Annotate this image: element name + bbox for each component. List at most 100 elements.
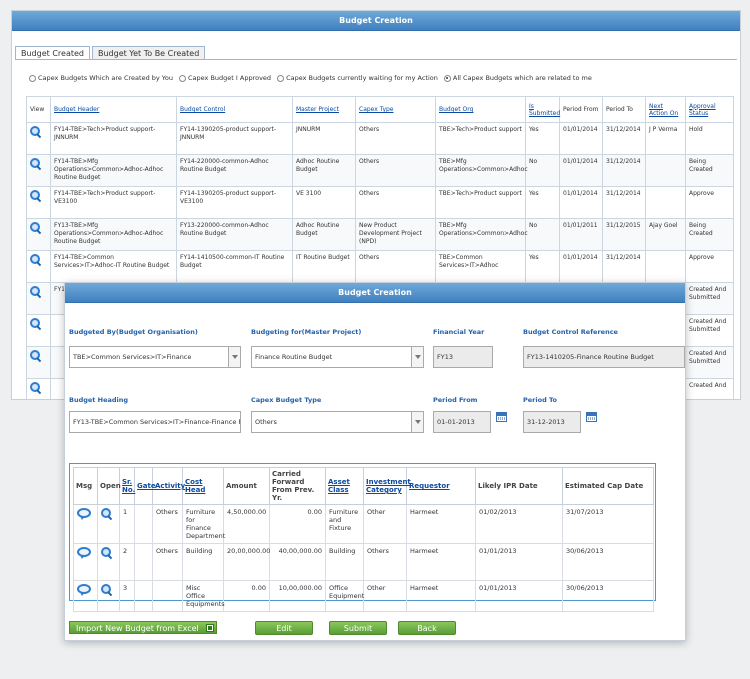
magnifier-icon[interactable] [30,318,42,330]
open-cell [97,543,120,581]
magnifier-icon[interactable] [30,126,42,138]
message-icon[interactable] [77,584,91,596]
requestor-cell: Harmeet [406,543,476,581]
tab-divider [15,59,737,60]
column-header[interactable]: Capex Type [355,96,436,123]
msg-cell [73,504,98,544]
column-header[interactable]: Next Action On [645,96,686,123]
chevron-down-icon[interactable] [411,412,423,432]
amount-cell: 0.00 [223,580,270,612]
period-from-label: Period From [433,396,478,404]
column-header[interactable]: Budget Org [435,96,526,123]
column-header[interactable]: Approval Status [685,96,734,123]
tab-budget-yet-to-be-created[interactable]: Budget Yet To Be Created [91,46,206,60]
cost-head-cell: Building [182,543,224,581]
column-header[interactable]: Sr. No. [119,467,135,505]
filter-created-by-you[interactable]: Capex Budgets Which are Created by You [29,74,173,82]
period-to-field[interactable]: 31-12-2013 [523,411,581,433]
grid-row: 1 Others Furniture for Finance Department 4… [73,504,654,544]
capex-type-cell: New Product Development Project (NPD) [355,218,436,251]
table-row: FY14-TBE>Mfg Operations>Common>Adhoc-Adh… [26,154,734,187]
budgeted-by-label: Budgeted By(Budget Organisation) [69,328,198,336]
edit-button[interactable]: Edit [255,621,313,635]
column-header[interactable]: Cost Head [182,467,224,505]
radio-button[interactable] [179,74,186,82]
capex-type-select[interactable]: Others [251,411,424,433]
chevron-down-icon[interactable] [228,347,240,367]
next-action-cell: Ajay Goel [645,218,686,251]
magnifier-icon[interactable] [30,190,42,202]
table-row: FY14-TBE>Tech>Product support-JNNURM FY14… [26,122,734,155]
column-header[interactable]: Investment Category [363,467,411,505]
column-header[interactable]: Gate [134,467,156,505]
radio-button[interactable] [29,74,36,82]
approval-status-cell: Created And Submitted [685,282,734,315]
magnifier-icon[interactable] [30,382,42,394]
budget-heading-input[interactable]: FY13-TBE>Common Services>IT>Finance-Fina… [69,411,241,433]
column-header[interactable]: Activity [152,467,185,505]
message-icon[interactable] [77,547,91,559]
investment-category-cell: Other [363,504,407,544]
magnifier-icon[interactable] [30,254,42,266]
magnifier-icon[interactable] [101,547,113,559]
radio-button[interactable] [277,74,285,82]
asset-class-cell: Furniture and Fixture [325,504,364,544]
message-icon[interactable] [77,508,91,520]
period-from-field[interactable]: 01-01-2013 [433,411,491,433]
column-header[interactable]: Budget Header [50,96,177,123]
view-cell [26,346,51,379]
column-header[interactable]: Is Submitted [525,96,560,123]
calendar-icon[interactable] [496,412,507,422]
requestor-cell: Harmeet [406,580,476,612]
approval-status-cell: Approve [685,186,734,219]
financial-year-field: FY13 [433,346,493,368]
column-header[interactable]: Master Project [292,96,356,123]
import-from-excel-button[interactable]: Import New Budget from Excel [69,621,217,634]
excel-icon [206,624,214,632]
carried-forward-cell: 40,00,000.00 [269,543,326,581]
submit-button[interactable]: Submit [329,621,387,635]
column-header: Open [97,467,121,505]
budgeted-by-select[interactable]: TBE>Common Services>IT>Finance [69,346,241,368]
radio-button-selected[interactable] [443,74,451,82]
column-header[interactable]: Requestor [406,467,476,505]
magnifier-icon[interactable] [30,158,42,170]
budget-lines-table: Msg Open Sr. No. Gate Activity Cost Head… [73,467,654,612]
calendar-icon[interactable] [586,412,597,422]
activity-cell [152,580,183,612]
master-project-cell: Adhoc Routine Budget [292,218,356,251]
filter-all-related[interactable]: All Capex Budgets which are related to m… [443,74,592,82]
view-cell [26,250,51,283]
budgeting-for-select[interactable]: Finance Routine Budget [251,346,424,368]
budget-control-cell: FY14-1410500-common-IT Routine Budget [176,250,293,283]
period-from-cell: 01/01/2014 [559,154,603,187]
likely-ipr-date-cell: 01/01/2013 [475,543,563,581]
sr-no-cell: 1 [119,504,135,544]
chevron-down-icon[interactable] [411,347,423,367]
amount-cell: 4,50,000.00 [223,504,270,544]
carried-forward-cell: 0.00 [269,504,326,544]
magnifier-icon[interactable] [30,286,42,298]
grid-row: 3 Misc Office Equipments 0.00 10,00,000.00 O… [73,580,654,612]
tab-budget-created[interactable]: Budget Created [15,46,90,60]
budgeted-by-value: TBE>Common Services>IT>Finance [73,353,192,361]
capex-type-cell: Others [355,122,436,155]
column-header: Estimated Cap Date [562,467,654,505]
approval-status-cell: Created And Submitted [685,346,734,379]
column-header[interactable]: Budget Control [176,96,293,123]
period-to-cell: 31/12/2014 [602,250,646,283]
magnifier-icon[interactable] [101,508,113,520]
filter-waiting-for-action[interactable]: Capex Budgets currently waiting for my A… [277,74,438,82]
filter-i-approved[interactable]: Capex Budget I Approved [179,74,271,82]
period-to-cell: 31/12/2014 [602,186,646,219]
back-button[interactable]: Back [398,621,456,635]
column-header[interactable]: Asset Class [325,467,364,505]
approval-status-cell: Approve [685,250,734,283]
budget-org-cell: TBE>Mfg Operations>Common>Adhoc [435,154,528,187]
period-to-label: Period To [523,396,558,404]
view-cell [26,154,51,187]
investment-category-cell: Others [363,543,407,581]
magnifier-icon[interactable] [101,584,113,596]
magnifier-icon[interactable] [30,350,42,362]
magnifier-icon[interactable] [30,222,42,234]
